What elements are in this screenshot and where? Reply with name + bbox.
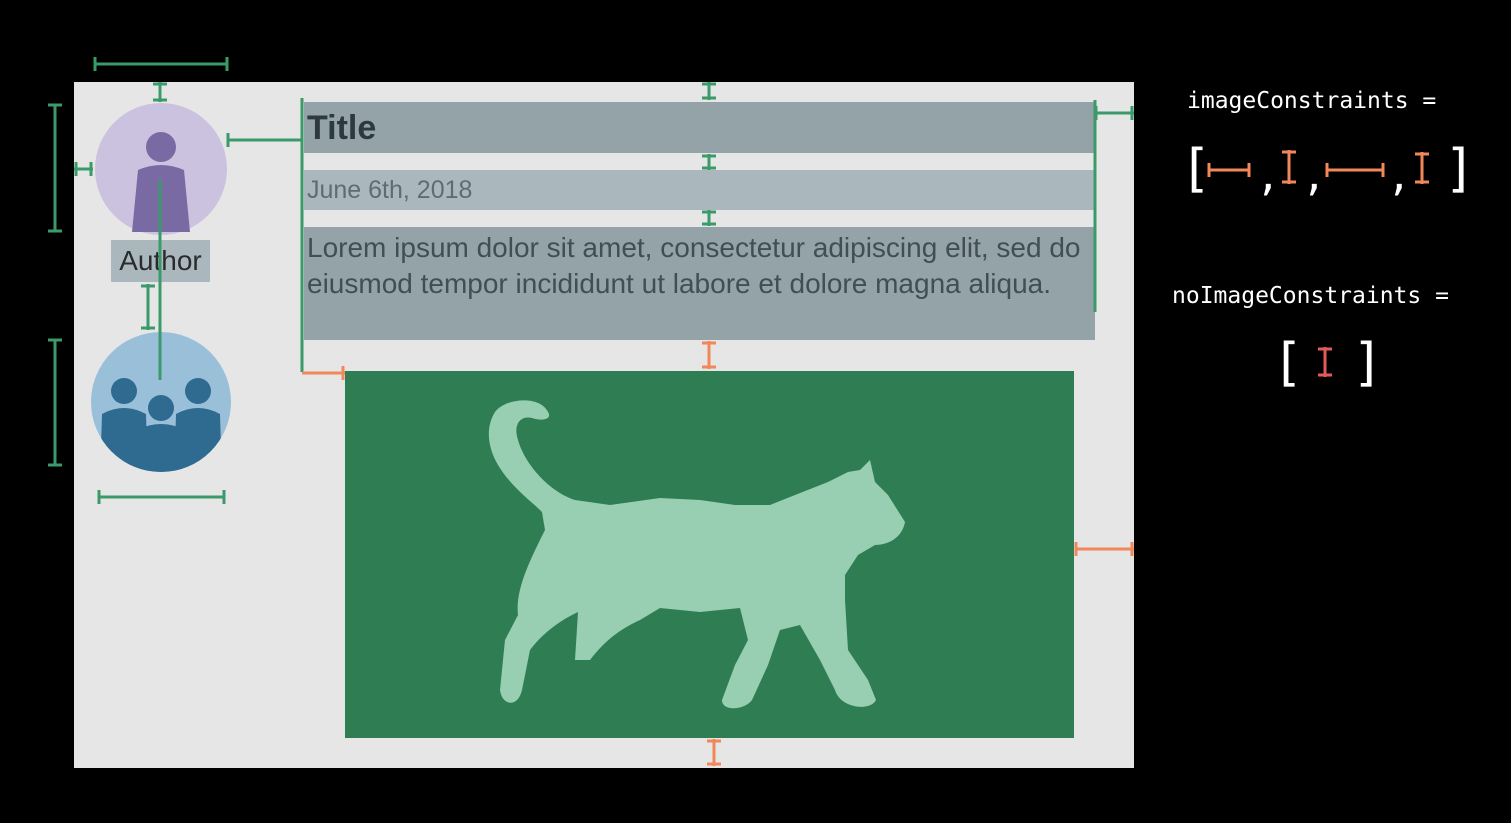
image-constraints-array: [ , , , ] bbox=[1180, 139, 1475, 200]
vertical-constraint-icon bbox=[1415, 152, 1429, 184]
cat-icon bbox=[488, 400, 905, 709]
no-image-constraints-label: noImageConstraints = bbox=[1172, 283, 1449, 309]
comma: , bbox=[1302, 154, 1326, 200]
title-label-box bbox=[304, 102, 1094, 153]
group-avatar-icon bbox=[91, 332, 231, 472]
open-bracket: [ bbox=[1180, 139, 1211, 199]
comma: , bbox=[1256, 154, 1280, 200]
horizontal-constraint-icon bbox=[1207, 163, 1251, 177]
green-constraints bbox=[48, 57, 1134, 504]
body-label-box bbox=[304, 227, 1095, 340]
orange-constraints bbox=[302, 341, 1134, 766]
comma: , bbox=[1387, 154, 1411, 200]
vertical-constraint-icon bbox=[1282, 150, 1296, 184]
close-bracket: ] bbox=[1352, 333, 1383, 393]
body-label: Lorem ipsum dolor sit amet, consectetur … bbox=[307, 232, 1081, 299]
date-label-box bbox=[304, 170, 1094, 210]
horizontal-constraint-icon bbox=[1325, 163, 1385, 177]
image-constraints-label: imageConstraints = bbox=[1187, 88, 1437, 114]
date-label: June 6th, 2018 bbox=[307, 176, 473, 204]
close-bracket: ] bbox=[1444, 139, 1475, 199]
vertical-constraint-icon bbox=[1318, 347, 1332, 377]
open-bracket: [ bbox=[1272, 333, 1303, 393]
no-image-constraints-array: [ ] bbox=[1272, 333, 1383, 393]
title-label: Title bbox=[307, 109, 377, 147]
